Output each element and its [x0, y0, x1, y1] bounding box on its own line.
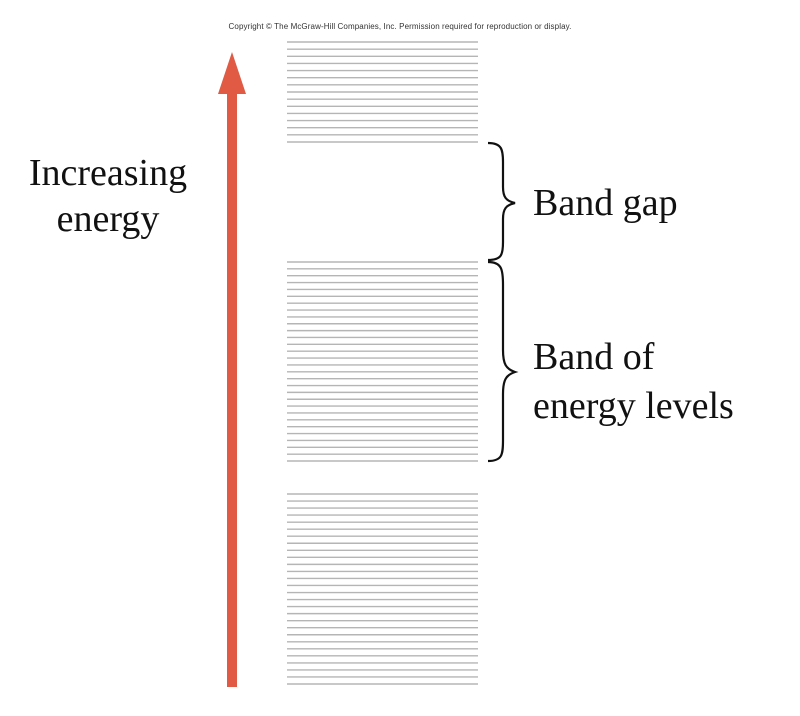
band-of-energy-levels-label: Band of energy levels [533, 333, 734, 432]
increasing-energy-label: Increasing energy [10, 150, 206, 243]
band-gap-label: Band gap [533, 182, 678, 224]
arrow-head [218, 52, 246, 94]
energy-band-brace [487, 260, 519, 463]
lower-energy-band [287, 493, 478, 685]
increasing-energy-label-line1: Increasing [28, 152, 188, 194]
increasing-energy-label-line2: energy [56, 198, 160, 241]
upper-energy-band [287, 41, 478, 143]
copyright-notice: Copyright © The McGraw-Hill Companies, I… [228, 22, 572, 31]
band-label-line1: Band of [533, 336, 655, 378]
middle-energy-band [287, 261, 478, 462]
band-gap-brace [487, 141, 516, 262]
band-label-line2: energy levels [533, 385, 734, 428]
increasing-energy-arrow [218, 52, 246, 687]
